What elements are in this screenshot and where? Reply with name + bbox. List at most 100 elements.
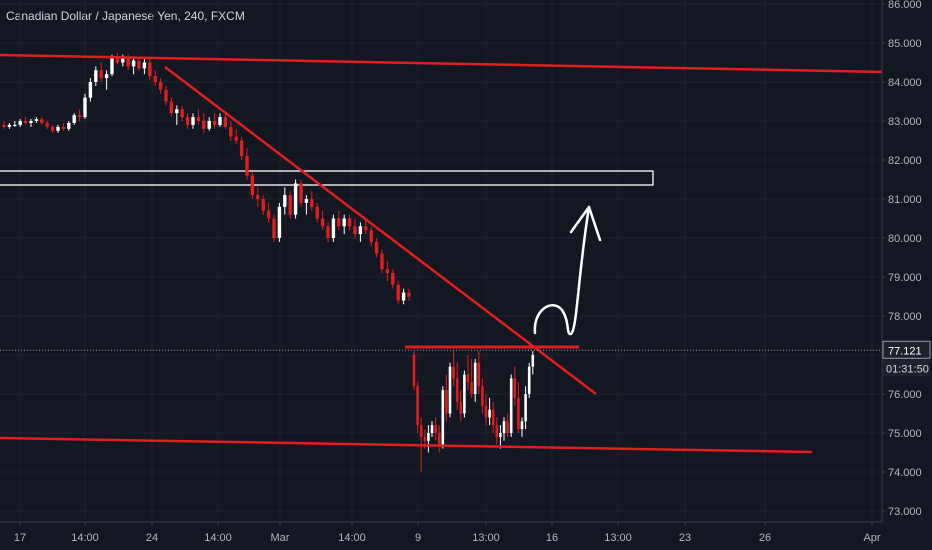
candle-body: [491, 409, 495, 426]
candle-body: [56, 126, 60, 131]
x-tick-label: 14:00: [71, 532, 99, 544]
candle-body: [283, 195, 287, 207]
candle-body: [94, 70, 98, 82]
candle-body: [245, 156, 249, 176]
candle-body: [326, 226, 330, 238]
candle-body: [481, 386, 484, 406]
candle-body: [437, 433, 441, 445]
candle-body: [185, 117, 190, 125]
candle-body: [477, 362, 481, 387]
candle-body: [148, 62, 152, 77]
candle-body: [45, 122, 49, 127]
y-tick-label: 75.000: [888, 428, 922, 440]
candle-body: [473, 362, 477, 394]
y-tick-label: 73.000: [888, 506, 922, 518]
x-tick-label: 17: [14, 532, 26, 544]
support-line: [0, 436, 813, 454]
candle-body: [121, 58, 125, 63]
candle-body: [34, 119, 39, 121]
y-tick-label: 85.000: [888, 38, 922, 50]
candle-body: [7, 124, 12, 127]
countdown-badge: [883, 359, 930, 377]
candle-body: [29, 121, 33, 123]
candle-body: [430, 425, 434, 433]
candle-body: [142, 62, 147, 69]
candle-body: [256, 195, 260, 199]
candle-body: [266, 210, 271, 219]
y-tick-label: 86.000: [888, 0, 922, 11]
candle-body: [191, 117, 195, 125]
y-tick-label: 78.000: [888, 311, 922, 323]
candle-body: [416, 386, 419, 426]
candle-body: [299, 183, 303, 203]
candle-body: [434, 425, 437, 433]
candle-body: [513, 378, 517, 398]
candle-body: [218, 117, 222, 125]
candle-body: [207, 121, 211, 129]
upper-trendline: [0, 53, 886, 74]
projection-arrow: [533, 205, 591, 336]
candle-body: [524, 394, 527, 422]
candle-body: [169, 101, 174, 114]
chart-title: Canadian Dollar / Japanese Yen, 240, FXC…: [6, 9, 245, 23]
candle-body: [212, 121, 217, 125]
candle-body: [40, 119, 44, 123]
candle-body: [164, 89, 168, 102]
candle-body: [380, 253, 384, 270]
candle-body: [391, 273, 395, 285]
candle-body: [499, 433, 502, 437]
candle-body: [337, 218, 341, 227]
candle-body: [506, 421, 509, 433]
candle-body: [495, 425, 499, 437]
countdown-label: 01:31:50: [886, 363, 929, 375]
candle-body: [153, 76, 157, 82]
y-tick-label: 79.000: [888, 272, 922, 284]
x-tick-label: 14:00: [338, 532, 366, 544]
candle-body: [488, 409, 491, 418]
candle-body: [407, 292, 411, 297]
price-axis-panel: [882, 0, 932, 550]
candle-body: [463, 374, 466, 414]
candle-body: [180, 109, 184, 118]
candle-body: [455, 378, 459, 402]
candle-body: [304, 199, 309, 203]
x-tick-label: Apr: [863, 532, 880, 544]
candle-body: [104, 74, 109, 79]
candle-body: [441, 390, 445, 445]
candle-body: [18, 121, 22, 125]
candle-body: [137, 60, 141, 69]
candle-body: [484, 405, 488, 418]
x-tick-label: 13:00: [472, 532, 500, 544]
candle-body: [396, 284, 400, 301]
candle-body: [527, 366, 531, 394]
candle-body: [223, 117, 228, 127]
y-tick-label: 81.000: [888, 194, 922, 206]
candle-body: [385, 269, 390, 274]
candle-body: [358, 226, 363, 235]
y-tick-label: 80.000: [888, 233, 922, 245]
candle-body: [83, 97, 87, 118]
candle-body: [293, 183, 298, 215]
x-tick-label: Mar: [271, 532, 290, 544]
candle-body: [23, 121, 28, 123]
candle-body: [412, 355, 416, 387]
candle-body: [347, 218, 352, 227]
descending-trendline: [164, 66, 597, 395]
candle-body: [99, 70, 103, 79]
candle-body: [234, 136, 238, 141]
candle-body: [250, 175, 255, 196]
candle-body: [353, 226, 357, 235]
candle-body: [445, 390, 448, 414]
candle-body: [331, 218, 336, 238]
candle-body: [342, 218, 346, 227]
candle-body: [261, 199, 265, 211]
candle-body: [288, 195, 292, 215]
candle-body: [459, 401, 463, 414]
candle-body: [67, 122, 71, 129]
candle-body: [50, 126, 55, 131]
candle-body: [466, 374, 470, 383]
current-price-badge: [882, 340, 931, 359]
candle-body: [229, 126, 233, 137]
candle-body: [320, 218, 325, 227]
